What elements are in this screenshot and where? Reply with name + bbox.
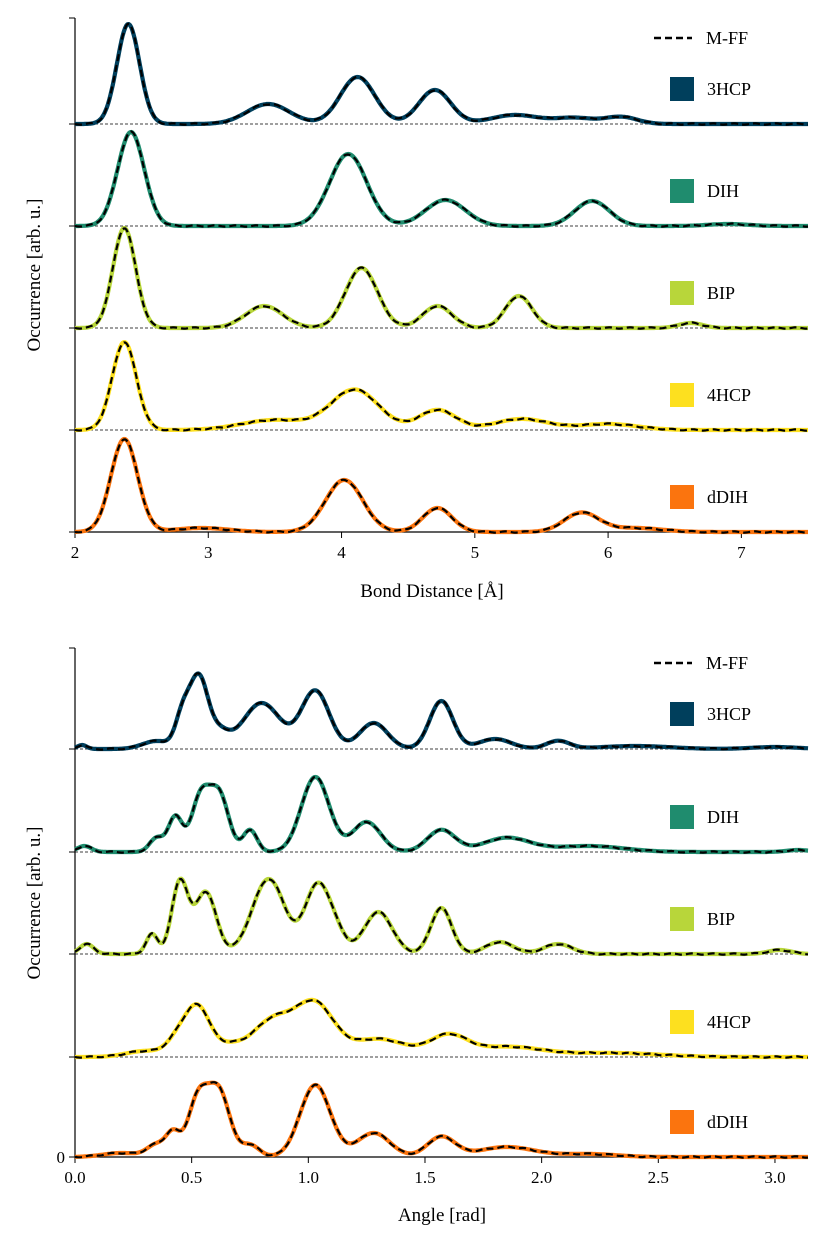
bottom-y-axis-label: Occurrence [arb. u.] <box>24 827 45 980</box>
series-line-3HCP <box>74 22 809 127</box>
series-line-3HCP <box>74 671 809 752</box>
reference-line-DIH <box>74 775 808 854</box>
legend-swatch-3HCP <box>670 702 694 726</box>
legend-swatch-BIP <box>670 281 694 305</box>
reference-line-4HCP <box>74 999 809 1059</box>
series-line-dDIH <box>74 1080 809 1160</box>
legend-label-DIH: DIH <box>707 807 739 827</box>
reference-line-3HCP <box>74 672 808 751</box>
x-tick-label: 2.0 <box>531 1168 552 1187</box>
x-tick-label: 5 <box>471 543 480 562</box>
reference-line-4HCP <box>74 341 809 432</box>
legend-label-DIH: DIH <box>707 181 739 201</box>
legend-mff-label: M-FF <box>706 28 748 48</box>
x-tick-label: 2 <box>71 543 80 562</box>
series-line-DIH <box>74 774 809 855</box>
bottom-x-axis-label: Angle [rad] <box>398 1205 486 1226</box>
top-y-axis-label: Occurrence [arb. u.] <box>24 199 45 352</box>
series-line-BIP <box>73 876 809 957</box>
reference-line-DIH <box>74 130 809 228</box>
legend-swatch-4HCP <box>670 1010 694 1034</box>
legend-label-4HCP: 4HCP <box>707 1012 751 1032</box>
x-tick-label: 0.0 <box>64 1168 85 1187</box>
x-tick-label: 1.0 <box>298 1168 319 1187</box>
x-tick-label: 1.5 <box>414 1168 435 1187</box>
x-tick-label: 3 <box>204 543 213 562</box>
legend-mff-label: M-FF <box>706 653 748 673</box>
reference-line-3HCP <box>74 22 809 126</box>
x-tick-label: 0.5 <box>181 1168 202 1187</box>
legend-swatch-4HCP <box>670 383 694 407</box>
top-x-axis-label: Bond Distance [Å] <box>360 581 504 602</box>
legend-label-dDIH: dDIH <box>707 487 748 507</box>
legend-swatch-BIP <box>670 907 694 931</box>
reference-line-BIP <box>74 878 808 956</box>
reference-line-dDIH <box>74 438 809 534</box>
series-line-BIP <box>74 226 809 331</box>
reference-line-BIP <box>74 227 809 330</box>
legend-label-BIP: BIP <box>707 909 735 929</box>
legend-label-BIP: BIP <box>707 283 735 303</box>
legend-swatch-3HCP <box>670 77 694 101</box>
series-line-DIH <box>74 129 809 229</box>
series-line-4HCP <box>74 340 809 433</box>
legend-label-4HCP: 4HCP <box>707 385 751 405</box>
reference-line-dDIH <box>74 1081 809 1159</box>
y-tick-label: 0 <box>57 1148 66 1167</box>
x-tick-label: 2.5 <box>648 1168 669 1187</box>
legend-swatch-dDIH <box>670 1110 694 1134</box>
x-tick-label: 7 <box>737 543 746 562</box>
legend-label-3HCP: 3HCP <box>707 704 751 724</box>
x-tick-label: 6 <box>604 543 613 562</box>
legend-label-dDIH: dDIH <box>707 1112 748 1132</box>
legend-swatch-dDIH <box>670 485 694 509</box>
legend-swatch-DIH <box>670 805 694 829</box>
series-line-4HCP <box>74 997 809 1060</box>
legend-label-3HCP: 3HCP <box>707 79 751 99</box>
legend-swatch-DIH <box>670 179 694 203</box>
x-tick-label: 4 <box>337 543 346 562</box>
bond-distance-panel: Bond Distance [Å] Occurrence [arb. u.] 2… <box>24 17 809 602</box>
x-tick-label: 3.0 <box>764 1168 785 1187</box>
angle-panel: Angle [rad] Occurrence [arb. u.] 00.0 0.5… <box>24 647 809 1226</box>
series-line-dDIH <box>74 436 809 535</box>
